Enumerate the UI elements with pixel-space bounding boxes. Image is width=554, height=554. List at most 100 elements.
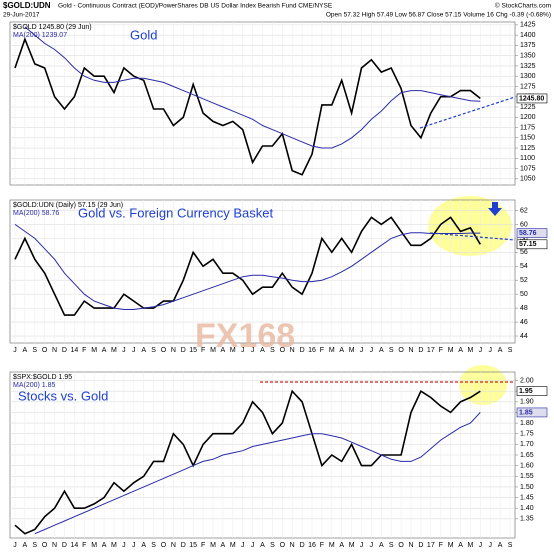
series-line [14, 389, 481, 535]
x-tick-label: A [102, 542, 107, 549]
x-tick-label: F [201, 542, 205, 549]
x-tick-label: O [280, 542, 286, 549]
y-tick-label: 54 [520, 263, 528, 270]
x-tick-label: J [479, 347, 483, 354]
x-tick-label: 16 [308, 542, 316, 549]
series-line [34, 412, 481, 535]
y-tick-label: 58 [520, 235, 528, 242]
x-tick-label: M [349, 542, 355, 549]
y-tick-label: 1.50 [520, 484, 534, 491]
x-tick-label: O [161, 347, 167, 354]
x-tick-label: A [102, 347, 107, 354]
x-tick-label: 14 [70, 542, 78, 549]
header-subtitle: Gold - Continuous Contract (EOD)/PowerSh… [58, 3, 333, 10]
x-tick-label: J [122, 347, 126, 354]
x-tick-label: M [468, 347, 474, 354]
x-tick-label: N [52, 542, 57, 549]
x-tick-label: J [251, 347, 255, 354]
x-tick-label: A [458, 347, 463, 354]
last-value-box [516, 239, 548, 250]
x-tick-label: A [260, 347, 265, 354]
x-tick-label: D [181, 542, 186, 549]
annotation: Gold [130, 27, 157, 42]
y-tick-label: 60 [520, 221, 528, 228]
y-tick-label: 1050 [520, 176, 536, 183]
x-tick-label: M [448, 542, 454, 549]
x-tick-label: J [370, 542, 374, 549]
y-tick-label: 1.35 [520, 516, 534, 523]
y-tick-label: 1.90 [520, 399, 534, 406]
x-tick-label: M [468, 542, 474, 549]
x-tick-label: J [241, 542, 245, 549]
x-tick-label: F [320, 542, 324, 549]
y-tick-label: 1375 [520, 42, 536, 49]
x-tick-label: D [418, 347, 423, 354]
x-tick-label: J [13, 542, 17, 549]
y-tick-label: 1400 [520, 32, 536, 39]
x-tick-label: N [290, 347, 295, 354]
series-line [24, 26, 481, 149]
x-tick-label: M [349, 347, 355, 354]
annotation: Gold vs. Foreign Currency Basket [78, 205, 273, 220]
y-tick-label: 56 [520, 249, 528, 256]
credit: © StockCharts.com [495, 2, 551, 10]
y-tick-label: 1.70 [520, 441, 534, 448]
legend-entry: MA(200) 1239.07 [13, 32, 67, 39]
last-value-box [516, 93, 548, 104]
y-tick-label: 1125 [520, 145, 535, 152]
x-tick-label: M [210, 542, 216, 549]
x-tick-label: A [23, 542, 28, 549]
legend-entry: MA(200) 58.76 [13, 210, 59, 217]
series-line [14, 223, 481, 310]
x-tick-label: S [508, 347, 513, 354]
x-tick-label: D [300, 542, 305, 549]
x-tick-label: D [300, 347, 305, 354]
x-tick-label: F [439, 542, 443, 549]
x-tick-label: D [418, 542, 423, 549]
x-tick-label: S [32, 347, 37, 354]
x-tick-label: N [408, 542, 413, 549]
x-tick-label: J [241, 347, 245, 354]
x-tick-label: F [82, 347, 86, 354]
x-tick-label: S [508, 542, 513, 549]
last-value-label: 1245.80 [519, 95, 544, 102]
x-tick-label: A [339, 542, 344, 549]
y-tick-label: 1.75 [520, 431, 534, 438]
x-tick-label: M [91, 347, 97, 354]
x-tick-label: M [329, 542, 335, 549]
y-tick-label: 1350 [520, 53, 536, 60]
x-tick-label: A [458, 542, 463, 549]
x-tick-label: N [408, 347, 413, 354]
x-tick-label: M [329, 347, 335, 354]
x-tick-label: D [62, 347, 67, 354]
x-tick-label: F [201, 347, 205, 354]
y-tick-label: 1225 [520, 104, 536, 111]
legend-entry: $GOLD:UDN (Daily) 57.15 (29 Jun) [13, 202, 123, 209]
x-tick-label: S [32, 542, 37, 549]
x-tick-label: N [171, 542, 176, 549]
x-tick-label: A [498, 347, 503, 354]
x-tick-label: O [42, 347, 48, 354]
last-value-label: 58.76 [519, 230, 537, 237]
x-tick-label: S [151, 347, 156, 354]
last-value-box [516, 386, 548, 396]
y-tick-label: 1300 [520, 73, 536, 80]
x-tick-label: M [111, 347, 117, 354]
y-tick-label: 1.80 [520, 420, 534, 427]
last-value-label: 1.95 [519, 388, 533, 395]
x-tick-label: A [498, 542, 503, 549]
last-value-box [516, 407, 548, 418]
x-tick-label: J [360, 347, 364, 354]
legend-entry: $GOLD 1245.80 (29 Jun) [13, 24, 92, 31]
last-value-label: 1.85 [519, 409, 533, 416]
x-tick-label: A [221, 347, 226, 354]
y-tick-label: 1075 [520, 165, 536, 172]
x-tick-label: 15 [189, 347, 197, 354]
x-tick-label: M [230, 347, 236, 354]
y-tick-label: 1275 [520, 83, 536, 90]
x-tick-label: J [251, 542, 255, 549]
x-tick-label: J [360, 542, 364, 549]
y-tick-label: 1100 [520, 155, 535, 162]
